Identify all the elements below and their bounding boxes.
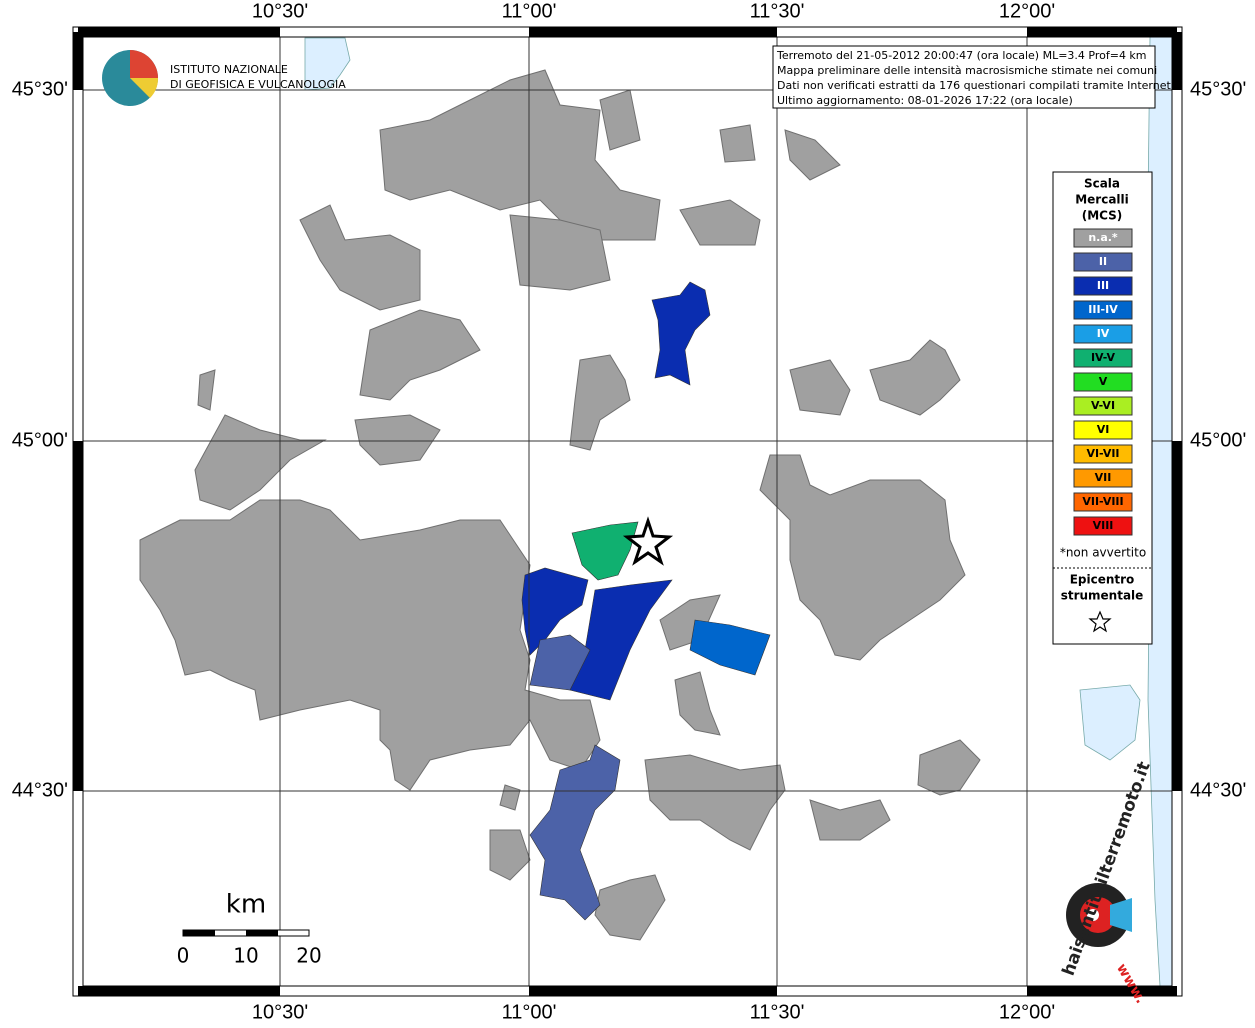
legend-label: III-IV (1088, 303, 1118, 316)
legend-title: (MCS) (1082, 209, 1123, 223)
frame (72, 26, 1183, 997)
ingv-logo: ISTITUTO NAZIONALE DI GEOFISICA E VULCAN… (102, 50, 346, 106)
legend-swatch (1073, 276, 1133, 296)
legend-swatch (1073, 396, 1133, 416)
legend-title: Mercalli (1075, 193, 1129, 207)
legend-label: III (1097, 279, 1109, 292)
legend-swatch (1073, 228, 1133, 248)
scale-tick: 0 (177, 944, 190, 968)
legend-star (1088, 610, 1112, 633)
legend-label: VII (1095, 471, 1112, 484)
legend-swatch (1073, 516, 1133, 536)
lon-label: 11°00' (502, 1001, 557, 1023)
legend-label: IV (1097, 327, 1110, 340)
legend-label: VI-VII (1086, 447, 1119, 460)
legend-label: V-VI (1091, 399, 1115, 412)
lon-label: 10°30' (252, 1001, 308, 1023)
graticule (83, 37, 1172, 986)
legend-swatch (1073, 348, 1133, 368)
legend-swatch (1073, 492, 1133, 512)
scale-unit: km (226, 890, 266, 920)
info-box: Terremoto del 21-05-2012 20:00:47 (ora l… (772, 45, 1174, 109)
lon-label: 11°30' (750, 0, 805, 22)
legend-swatch (1073, 324, 1133, 344)
scale-tick: 20 (296, 944, 321, 968)
lat-label: 45°30' (12, 78, 68, 100)
legend-label: VIII (1093, 519, 1114, 532)
legend-swatch (1073, 372, 1133, 392)
info-line: Mappa preliminare delle intensità macros… (777, 64, 1157, 77)
legend-note: *non avvertito (1060, 546, 1146, 560)
epicenter-star (622, 516, 674, 566)
legend-label: n.a.* (1088, 231, 1118, 244)
felt-areas (521, 281, 771, 921)
legend-label: VII-VIII (1082, 495, 1123, 508)
legend-epicenter: Epicentro (1070, 573, 1135, 587)
lat-label: 44°30' (12, 779, 68, 801)
lat-label: 45°00' (12, 429, 68, 451)
logo-text: ISTITUTO NAZIONALE (170, 63, 288, 76)
municipalities (139, 69, 981, 941)
lon-label: 11°00' (502, 0, 557, 22)
legend-swatch (1073, 252, 1133, 272)
lon-label: 12°00' (999, 0, 1055, 22)
info-line: Ultimo aggiornamento: 08-01-2026 17:22 (… (777, 94, 1073, 107)
legend-swatch (1073, 444, 1133, 464)
legend-swatch (1073, 300, 1133, 320)
legend-title: Scala (1084, 177, 1120, 191)
tick-labels: 10°30' 10°30' 11°00' 11°00' 11°30' 11°30' 12°0… (12, 0, 1247, 1023)
lon-label: 11°30' (750, 1001, 805, 1023)
legend-swatch (1073, 468, 1133, 488)
lon-label: 12°00' (999, 1001, 1055, 1023)
scale-tick: 10 (233, 944, 258, 968)
scale-bar: km 0 10 20 (177, 890, 322, 968)
logo-text: DI GEOFISICA E VULCANOLOGIA (170, 78, 346, 91)
lat-label: 44°30' (1190, 779, 1246, 801)
info-line: Terremoto del 21-05-2012 20:00:47 (ora l… (776, 49, 1147, 62)
legend-label: II (1099, 255, 1107, 268)
legend: ScalaMercalli(MCS)n.a.*IIIIIIII-IVIVIV-V… (1052, 171, 1153, 645)
legend-label: IV-V (1091, 351, 1116, 364)
legend-label: V (1099, 375, 1108, 388)
lat-label: 45°00' (1190, 429, 1246, 451)
legend-label: VI (1097, 423, 1110, 436)
legend-swatch (1073, 420, 1133, 440)
legend-epicenter: strumentale (1061, 589, 1144, 603)
lon-label: 10°30' (252, 0, 308, 22)
lat-label: 45°30' (1190, 78, 1246, 100)
info-line: Dati non verificati estratti da 176 ques… (777, 79, 1174, 92)
